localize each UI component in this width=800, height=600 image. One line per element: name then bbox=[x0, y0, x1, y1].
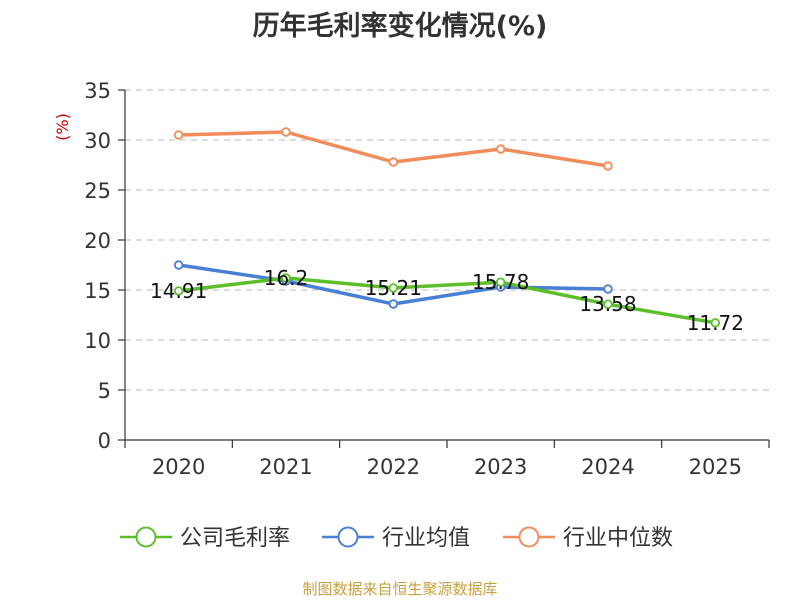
y-tick-label-30: 30 bbox=[84, 129, 111, 153]
data-label-2024: 13.58 bbox=[579, 292, 636, 316]
data-point bbox=[281, 273, 291, 283]
data-labels: 14.91 16.2 15.21 15.78 13.58 11.72 bbox=[150, 266, 744, 335]
x-tick-label-2025: 2025 bbox=[689, 455, 742, 479]
legend-item-0[interactable]: 公司毛利率 bbox=[120, 526, 290, 551]
y-tick-label-35: 35 bbox=[84, 79, 111, 103]
y-tick-label-20: 20 bbox=[84, 229, 111, 253]
data-label-2022: 15.21 bbox=[365, 276, 422, 300]
x-tick-label-2024: 2024 bbox=[581, 455, 634, 479]
y-tick-label-25: 25 bbox=[84, 179, 111, 203]
data-point bbox=[710, 318, 721, 328]
data-point bbox=[281, 127, 291, 137]
data-point bbox=[603, 299, 613, 309]
data-label-2021: 16.2 bbox=[264, 266, 309, 290]
source-note: 制图数据来自恒生聚源数据库 bbox=[302, 580, 498, 598]
data-point bbox=[603, 284, 613, 294]
data-label-2020: 14.91 bbox=[150, 279, 207, 303]
legend-label: 行业均值 bbox=[382, 526, 470, 551]
data-point bbox=[388, 157, 399, 167]
x-tick-label-2022: 2022 bbox=[367, 455, 420, 479]
data-point bbox=[173, 286, 184, 296]
data-point bbox=[495, 144, 506, 154]
legend-label: 行业中位数 bbox=[563, 526, 673, 551]
y-tick-label-5: 5 bbox=[98, 379, 111, 403]
y-tick-label-15: 15 bbox=[84, 279, 111, 303]
y-axis-unit-label: (%) bbox=[53, 113, 72, 141]
data-point bbox=[603, 161, 613, 171]
grid-lines bbox=[125, 89, 769, 391]
x-tick-label-2021: 2021 bbox=[259, 455, 312, 479]
data-point bbox=[495, 277, 506, 287]
data-label-2025: 11.72 bbox=[687, 311, 744, 335]
data-point bbox=[173, 130, 184, 140]
legend-item-2[interactable]: 行业中位数 bbox=[503, 526, 673, 551]
legend-label: 公司毛利率 bbox=[180, 526, 290, 551]
x-tick-label-2023: 2023 bbox=[474, 455, 527, 479]
legend: 公司毛利率 行业均值 行业中位数 bbox=[120, 526, 673, 551]
legend-item-1[interactable]: 行业均值 bbox=[322, 526, 470, 551]
data-point bbox=[173, 260, 184, 270]
series-line-0 bbox=[178, 276, 716, 325]
x-tick-label-2020: 2020 bbox=[152, 455, 205, 479]
y-tick-label-10: 10 bbox=[84, 329, 111, 353]
data-point bbox=[388, 299, 399, 309]
y-tick-label-0: 0 bbox=[98, 429, 111, 453]
legend-marker bbox=[518, 526, 540, 548]
series-points bbox=[173, 127, 721, 328]
chart-title: 历年毛利率变化情况(%) bbox=[252, 11, 548, 42]
legend-marker bbox=[337, 526, 359, 548]
data-point bbox=[388, 283, 399, 293]
legend-marker bbox=[135, 526, 157, 548]
data-label-2023: 15.78 bbox=[472, 270, 529, 294]
